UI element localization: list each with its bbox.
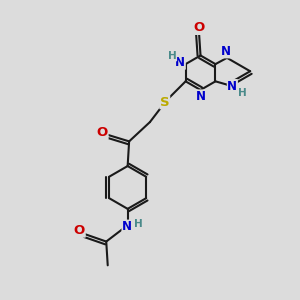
Text: S: S (160, 96, 169, 109)
Text: H: H (168, 51, 177, 61)
Text: O: O (194, 21, 205, 34)
Text: O: O (74, 224, 85, 237)
Text: N: N (175, 56, 185, 69)
Text: N: N (227, 80, 237, 93)
Text: N: N (196, 90, 206, 103)
Text: N: N (220, 45, 230, 58)
Text: H: H (134, 219, 142, 229)
Text: H: H (238, 88, 247, 98)
Text: O: O (97, 126, 108, 139)
Text: N: N (122, 220, 132, 233)
